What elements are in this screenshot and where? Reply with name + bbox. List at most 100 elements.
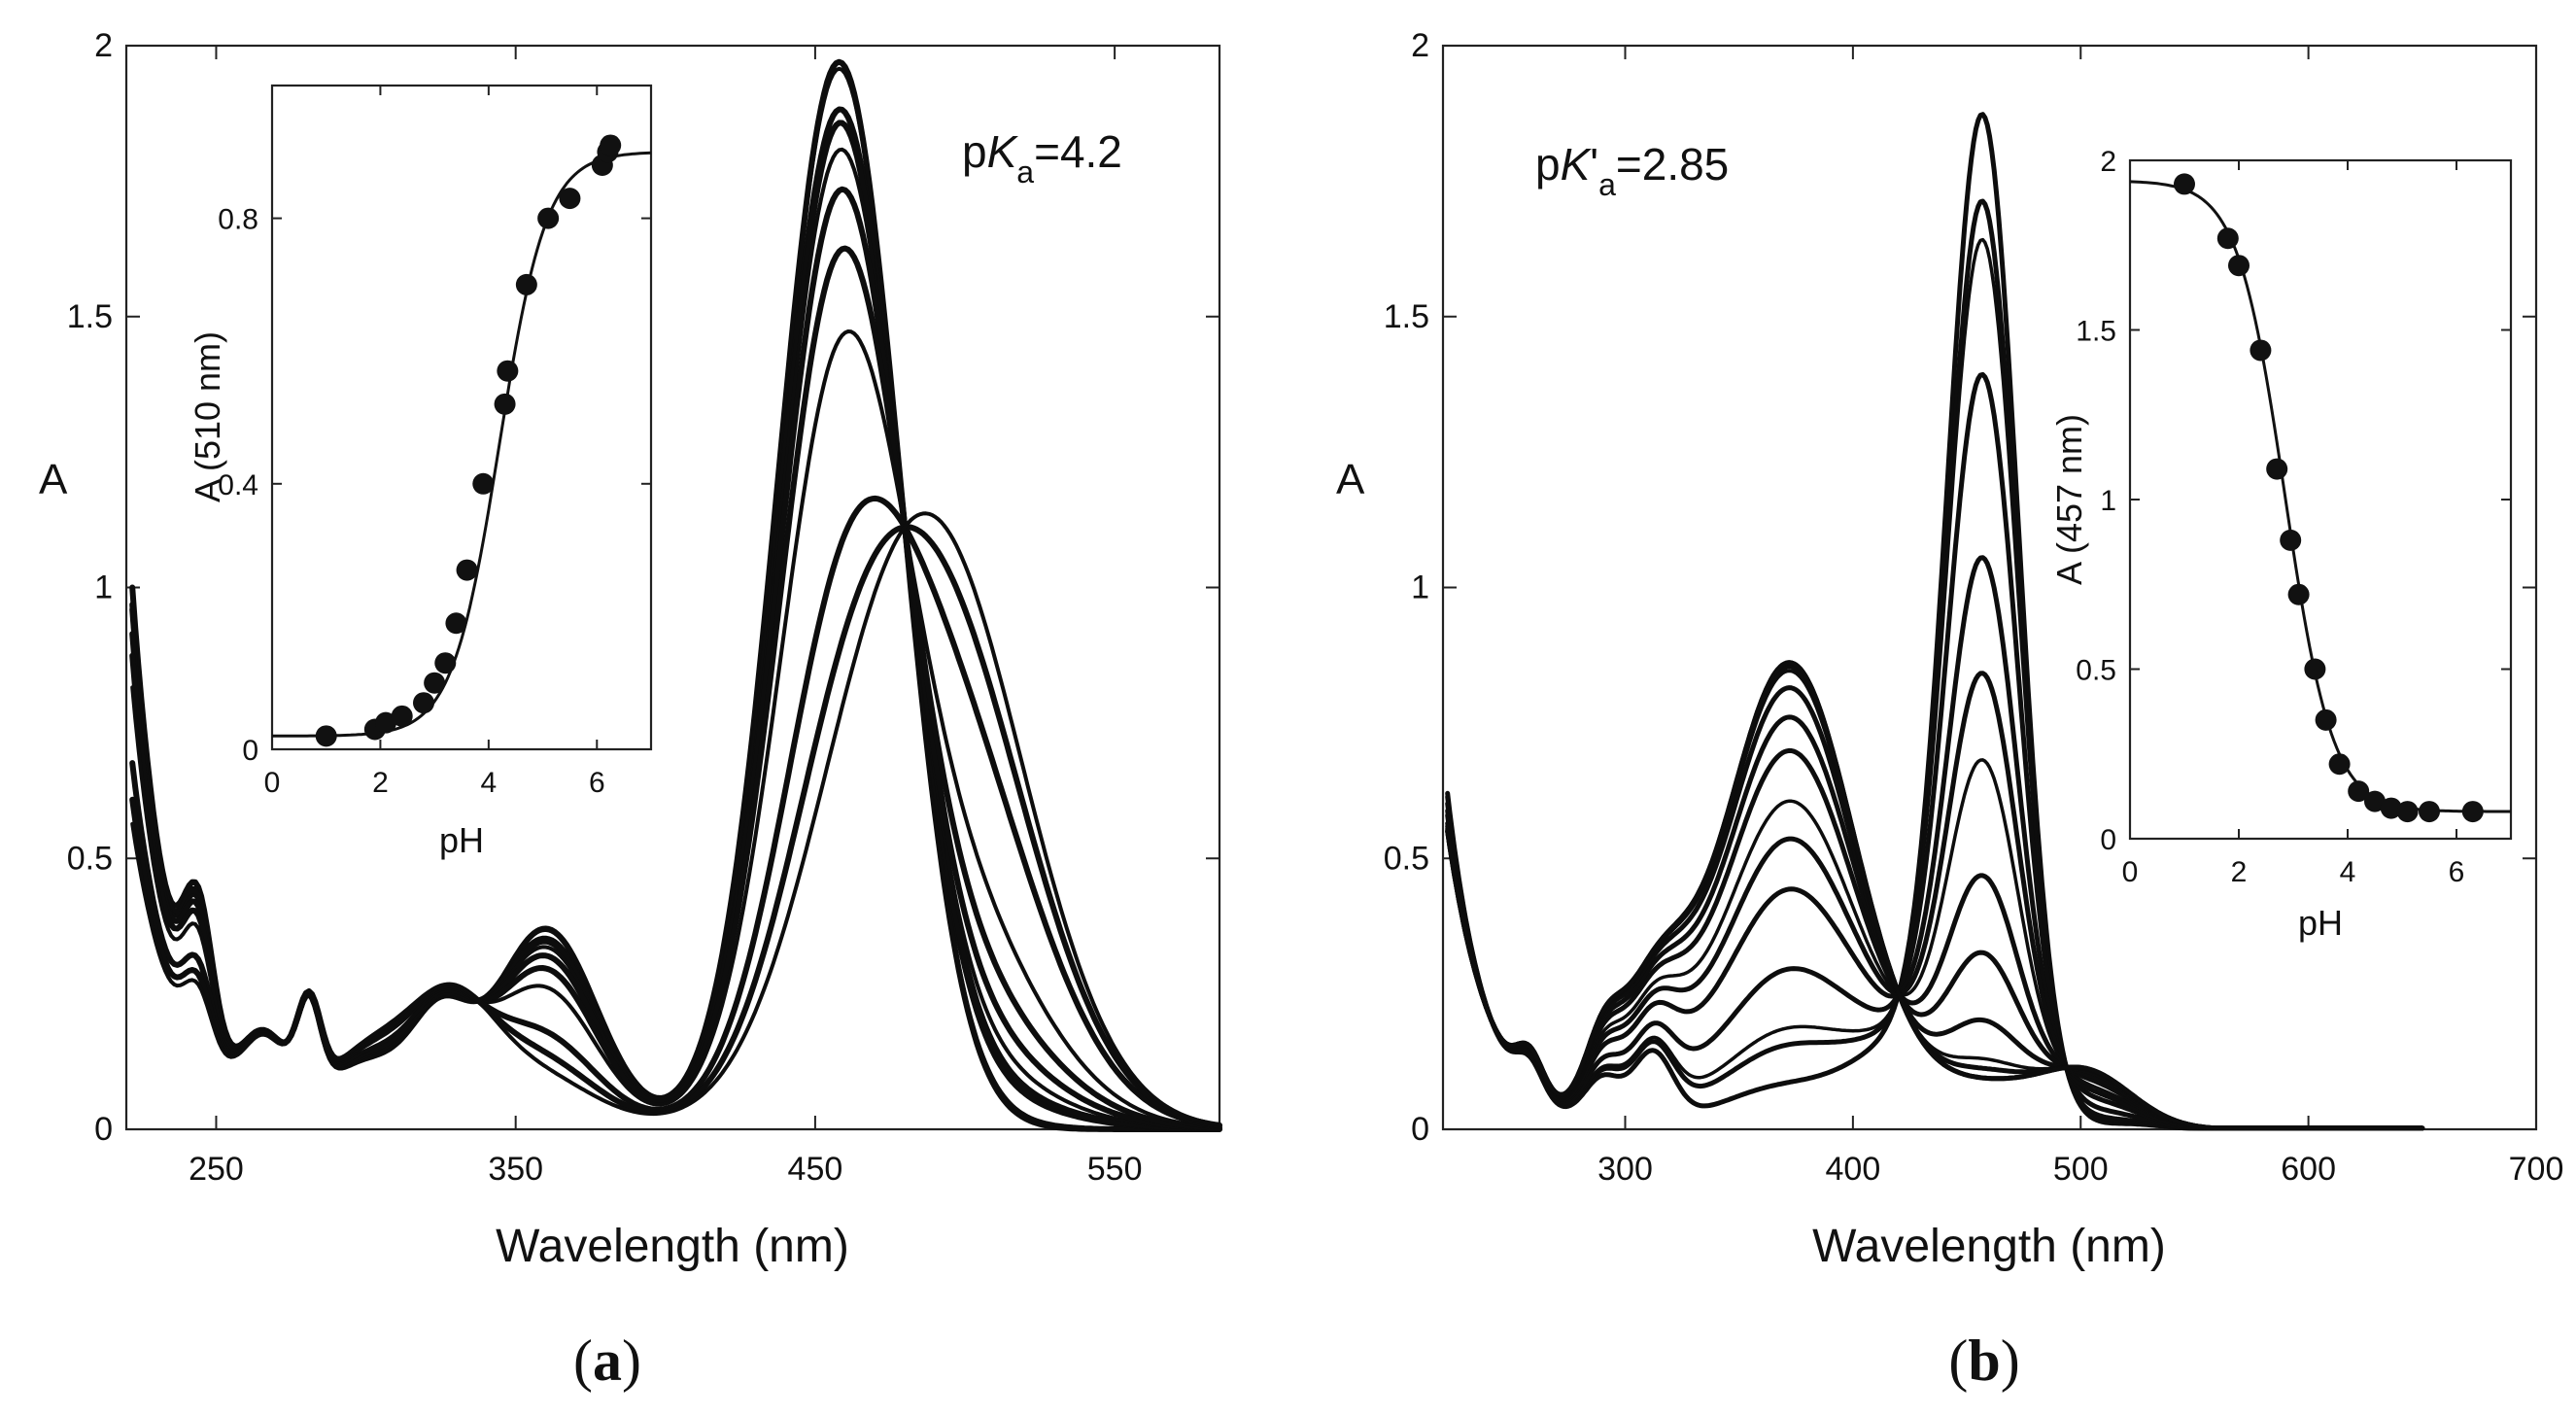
panel-b-ytick-label: 2 [1411,27,1429,64]
panel-a-inset-data-point [456,559,478,581]
panel-b-inset-ytick-label: 0.5 [2076,655,2116,687]
panel-b-inset-data-point [2216,227,2239,250]
panel-a-xtick-label: 350 [488,1151,543,1188]
panel-a-y-axis-title: A [39,456,68,503]
panel-b-inset: 0 0.5 1 1.5 2 0 2 4 6 pH A (457 nm) [2049,146,2513,943]
panel-a-xtick-label: 450 [788,1151,843,1188]
panel-b-inset-data-point [2419,801,2440,823]
panel-a-inset-y-axis-title: A (510 nm) [188,331,227,502]
panel-a-inset: 0 0.4 0.8 0 2 4 6 pH A (510 nm) [188,84,653,860]
pka-prefix: p [1535,139,1561,190]
panel-b-inset-points [2174,173,2484,823]
panel-a-spectrum-line [130,511,1221,1127]
panel-a-x-axis-title: Wavelength (nm) [496,1221,849,1272]
panel-a-inset-data-point [472,472,495,495]
panel-b-inset-xtick-label: 4 [2340,856,2356,888]
panel-a-ytick-label: 0 [94,1111,113,1148]
pka-prefix: p [962,126,987,177]
panel-a-ytick-label: 1.5 [67,298,113,335]
panel-b-inset-data-point [2228,255,2250,277]
panel-a-inset-data-point [445,612,467,635]
panel-a-inset-data-point [600,134,622,156]
pka-value: =4.2 [1034,126,1122,177]
panel-b-inset-data-point [2250,339,2272,362]
panel-b-inset-data-point [2364,790,2386,812]
panel-b-inset-fit-line [2129,180,2511,813]
panel-a-inset-ytick-label: 0.4 [218,469,258,501]
panel-b-inset-ytick-label: 0 [2100,824,2116,856]
panel-b-inset-xtick-label: 0 [2122,856,2139,888]
panel-b-inset-data-point [2280,529,2302,551]
pka-prime: ' [1590,139,1598,190]
panel-a-inset-data-point [315,725,337,747]
panel-b-inset-ytick-label: 2 [2100,146,2116,178]
panel-b-inset-data-point [2304,658,2326,680]
panel-b-pka-annotation: pK'a=2.85 [1535,139,1729,202]
panel-b-xtick-label: 300 [1597,1151,1653,1188]
panel-a-inset-xtick-label: 6 [589,767,605,799]
panel-a-inset-data-point [375,711,396,734]
panel-b-ytick-label: 1.5 [1384,298,1429,335]
panel-b-inset-x-axis-title: pH [2298,903,2343,943]
panel-b-inset-ytick-label: 1.5 [2076,316,2116,348]
panel-b-inset-y-axis-title: A (457 nm) [2049,414,2089,585]
panel-b-xtick-label: 700 [2509,1151,2564,1188]
panel-b-spectra [1445,112,2425,1131]
pka-italic-k: K [987,126,1019,177]
panel-b-xtick-label: 500 [2053,1151,2109,1188]
panel-a-inset-data-point [391,705,413,727]
panel-a-inset-x-axis-title: pH [439,820,484,860]
pka-subscript: a [1016,155,1034,190]
panel-b: 0 0.5 1 1.5 2 300 400 500 600 700 A Wavelength (… [1336,27,2563,1393]
panel-b-inset-fit-curve [2129,180,2511,813]
panel-a-x-ticks: 250 350 450 550 [189,46,1142,1188]
pka-subscript: a [1598,167,1616,202]
panel-a-ytick-label: 2 [94,27,113,64]
panel-a-inset-points [315,134,622,747]
panel-b-xtick-label: 600 [2281,1151,2336,1188]
panel-a-inset-frame [270,84,653,751]
panel-b-x-ticks: 300 400 500 600 700 [1597,46,2563,1188]
panel-a-inset-data-point [424,672,446,694]
panel-a-inset-ytick-label: 0.8 [218,204,258,236]
panel-a-inset-xtick-label: 4 [481,767,498,799]
panel-b-spectrum-line [1445,660,2424,1130]
pka-italic-k: K [1561,139,1593,190]
panel-a-inset-data-point [559,188,581,210]
panel-b-inset-ytick-label: 1 [2100,485,2116,517]
panel-a-inset-data-point [497,360,519,382]
panel-a-inset-xtick-label: 2 [372,767,389,799]
panel-b-y-axis-title: A [1336,456,1365,503]
pka-value: =2.85 [1616,139,1729,190]
panel-b-ytick-label: 1 [1411,570,1429,606]
panel-b-inset-xtick-label: 6 [2449,856,2465,888]
panel-b-label: (b) [1948,1329,2019,1393]
panel-b-inset-data-point [2287,583,2310,605]
panel-a-xtick-label: 250 [189,1151,244,1188]
panel-b-inset-x-ticks: 0 2 4 6 [2122,160,2465,888]
panel-a-ytick-label: 0.5 [67,840,113,877]
panel-b-inset-xtick-label: 2 [2231,856,2248,888]
panel-b-xtick-label: 400 [1826,1151,1881,1188]
panel-b-ytick-label: 0.5 [1384,840,1429,877]
panel-b-x-axis-title: Wavelength (nm) [1812,1221,2166,1272]
panel-b-inset-data-point [2266,458,2288,480]
panel-a-inset-data-point [494,393,516,415]
panel-a-label: (a) [573,1329,641,1393]
panel-a-inset-data-point [413,692,434,714]
panel-a-pka-annotation: pKa=4.2 [962,126,1122,190]
panel-b-inset-data-point [2461,801,2484,823]
panel-b-inset-data-point [2396,801,2419,823]
panel-a-inset-data-point [515,273,537,295]
panel-a-spectra [129,58,1222,1132]
panel-a: 0 0.5 1 1.5 2 250 350 450 550 A Wavelength (nm)… [39,27,1222,1393]
panel-a-inset-ytick-label: 0 [242,735,258,767]
panel-a-y-ticks: 0 0.5 1 1.5 2 [67,27,1219,1148]
panel-a-ytick-label: 1 [94,570,113,606]
panel-b-inset-data-point [2328,753,2351,776]
panel-a-inset-data-point [537,207,560,229]
panel-b-inset-data-point [2380,797,2402,819]
panel-a-inset-x-ticks: 0 2 4 6 [264,86,605,799]
panel-a-xtick-label: 550 [1087,1151,1143,1188]
